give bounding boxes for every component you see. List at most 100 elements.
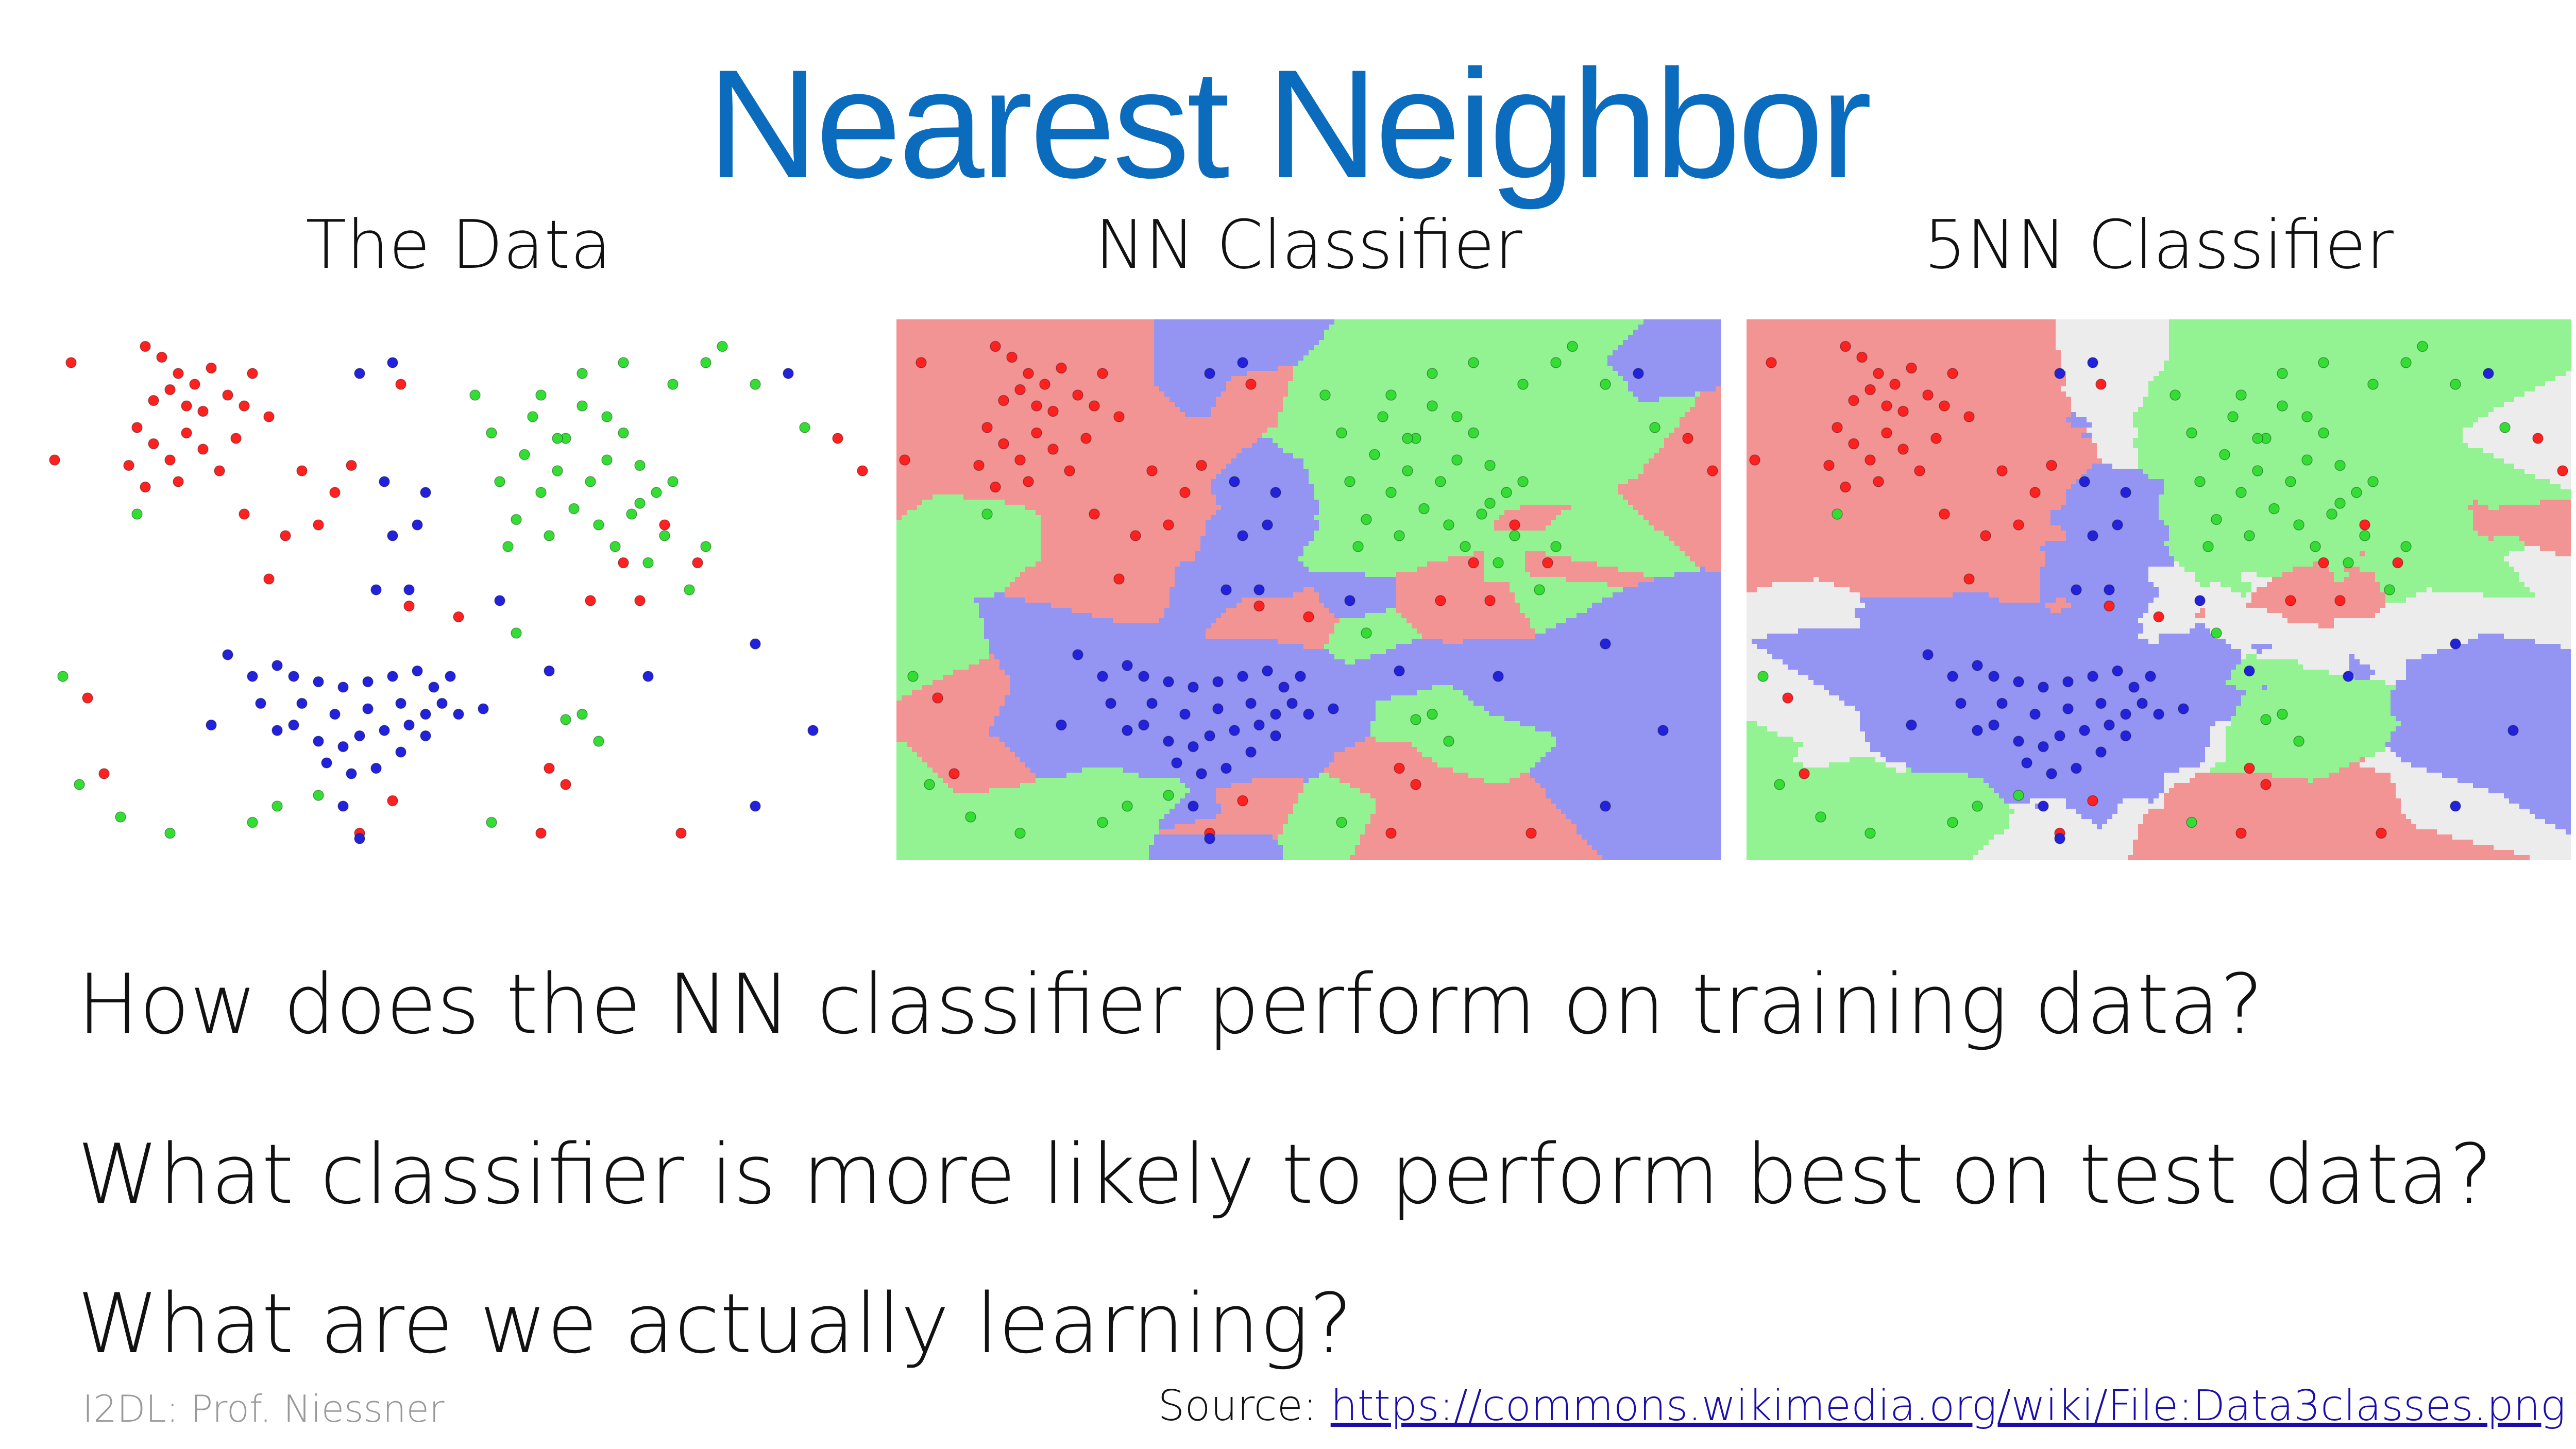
- data-point-red: [313, 519, 324, 531]
- data-point-red: [1526, 827, 1537, 839]
- data-point-green: [593, 519, 604, 531]
- data-point-green: [2252, 433, 2263, 444]
- data-point-red: [1089, 508, 1100, 520]
- data-point-green: [2326, 508, 2337, 520]
- data-point-red: [387, 795, 398, 807]
- data-point-green: [544, 530, 555, 541]
- data-point-red: [1939, 400, 1950, 412]
- source-link[interactable]: https://commons.wikimedia.org/wiki/File:…: [1330, 1382, 2566, 1430]
- data-point-green: [1394, 530, 1405, 541]
- data-point-blue: [1972, 725, 1983, 736]
- data-point-blue: [1253, 584, 1265, 595]
- data-point-red: [1939, 508, 1950, 520]
- data-point-green: [651, 487, 662, 498]
- data-point-blue: [1253, 719, 1265, 731]
- data-point-green: [502, 541, 514, 552]
- data-point-red: [197, 405, 209, 417]
- data-point-blue: [2145, 671, 2156, 682]
- data-point-red: [2104, 600, 2115, 612]
- data-point-red: [2260, 779, 2272, 790]
- data-point-green: [560, 714, 571, 725]
- data-point-blue: [1303, 708, 1314, 720]
- data-point-blue: [1105, 697, 1116, 709]
- data-point-blue: [1204, 833, 1215, 844]
- data-point-green: [511, 514, 522, 525]
- data-point-red: [65, 357, 77, 368]
- data-point-red: [2087, 795, 2098, 807]
- data-point-green: [618, 427, 629, 439]
- data-point-red: [1039, 379, 1050, 390]
- footer-source: Source: https://commons.wikimedia.org/wi…: [1158, 1380, 2566, 1432]
- data-point-green: [1451, 411, 1463, 422]
- data-point-green: [1757, 671, 1769, 682]
- data-point-green: [535, 389, 547, 401]
- data-point-blue: [1179, 708, 1191, 720]
- data-point-red: [2029, 487, 2041, 498]
- data-point-red: [1682, 433, 1693, 444]
- data-point-red: [1023, 476, 1034, 487]
- data-point-green: [601, 454, 613, 466]
- data-point-blue: [2071, 584, 2082, 595]
- data-point-blue: [1278, 681, 1290, 693]
- data-point-red: [1542, 557, 1553, 569]
- data-point-red: [1130, 530, 1141, 541]
- data-point-red: [148, 395, 159, 406]
- data-point-green: [115, 811, 126, 823]
- data-point-blue: [1204, 368, 1215, 379]
- data-point-blue: [1906, 719, 1917, 731]
- data-point-blue: [1188, 741, 1199, 753]
- data-point-green: [1336, 816, 1347, 828]
- data-point-green: [601, 411, 613, 422]
- panel-label-data: The Data: [306, 206, 612, 284]
- data-point-blue: [2054, 833, 2065, 844]
- data-point-blue: [387, 357, 398, 368]
- data-point-red: [1873, 368, 1884, 379]
- data-point-blue: [346, 768, 357, 779]
- data-point-blue: [2343, 671, 2354, 682]
- source-label: Source:: [1158, 1382, 1331, 1430]
- data-point-green: [684, 584, 695, 595]
- data-point-blue: [2153, 708, 2164, 720]
- data-point-green: [2318, 427, 2329, 439]
- data-point-red: [214, 465, 225, 476]
- data-point-green: [2219, 449, 2230, 461]
- data-point-blue: [206, 719, 217, 731]
- data-point-blue: [2137, 697, 2148, 709]
- data-point-blue: [494, 595, 505, 606]
- data-point-green: [1122, 800, 1133, 812]
- data-point-red: [98, 768, 110, 779]
- data-point-green: [2318, 357, 2329, 368]
- data-point-blue: [1988, 671, 1999, 682]
- data-point-blue: [2104, 719, 2115, 731]
- data-point-blue: [1245, 746, 1257, 758]
- data-point-green: [1435, 476, 1446, 487]
- data-point-green: [965, 811, 976, 823]
- data-point-blue: [2087, 671, 2098, 682]
- data-point-red: [1906, 362, 1917, 374]
- data-point-red: [1097, 368, 1108, 379]
- decision-regions: [896, 319, 1721, 860]
- data-point-green: [469, 389, 481, 401]
- data-point-red: [1897, 444, 1909, 455]
- data-point-red: [1006, 351, 1018, 363]
- data-point-red: [123, 459, 134, 471]
- question-1: How does the NN classifier perform on tr…: [77, 956, 2264, 1052]
- data-point-green: [1014, 827, 1026, 839]
- data-point-red: [329, 487, 341, 498]
- data-point-red: [1947, 368, 1958, 379]
- data-point-blue: [1212, 703, 1224, 714]
- data-point-blue: [337, 741, 349, 753]
- data-point-green: [2170, 389, 2181, 401]
- data-point-red: [1303, 611, 1314, 623]
- data-point-green: [519, 449, 530, 461]
- footer-credit: I2DL: Prof. Niessner: [82, 1387, 445, 1430]
- data-point-red: [156, 351, 167, 363]
- data-point-green: [642, 557, 654, 569]
- data-point-green: [634, 459, 646, 471]
- data-point-red: [1484, 595, 1496, 606]
- data-point-red: [1766, 357, 1777, 368]
- data-point-red: [1064, 465, 1075, 476]
- data-point-blue: [1493, 671, 1504, 682]
- data-point-red: [296, 465, 308, 476]
- data-point-green: [1097, 816, 1108, 828]
